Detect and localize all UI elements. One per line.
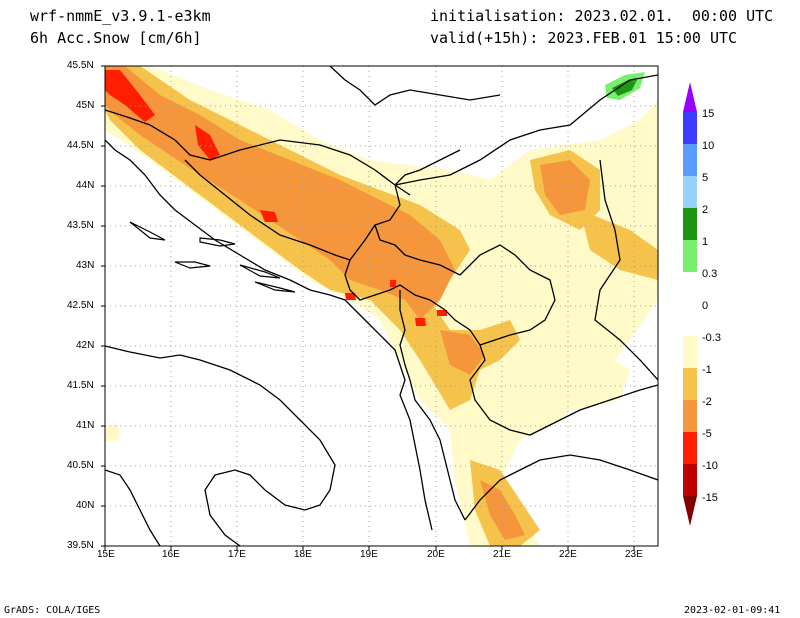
borders <box>105 66 658 546</box>
italy-heel <box>105 469 161 546</box>
lat-label: 39.5N <box>67 540 94 551</box>
legend-label: 10 <box>702 140 715 152</box>
serbia-north <box>394 74 658 186</box>
snow-area-orange-mk <box>440 330 485 375</box>
island-2 <box>174 261 211 269</box>
snow-area-red-3 <box>345 293 356 300</box>
colorbar-bin-5 <box>683 240 697 272</box>
credit-text: GrADS: COLA/IGES <box>4 605 101 616</box>
greece-border <box>464 454 658 521</box>
lat-label: 44.5N <box>67 140 94 151</box>
legend-label: -10 <box>702 460 718 472</box>
variable-title: 6h Acc.Snow [cm/6h] <box>30 29 202 47</box>
north-border <box>329 66 501 106</box>
island-4 <box>254 281 296 293</box>
lat-label: 43.5N <box>67 220 94 231</box>
colorbar-bin-11 <box>683 432 697 464</box>
lat-label: 42.5N <box>67 300 94 311</box>
colorbar-bin-6 <box>683 272 697 304</box>
kosovo-macedonia-border <box>429 299 658 436</box>
snow-area-orange-s <box>480 480 525 540</box>
island-3 <box>239 264 281 279</box>
montenegro-border <box>344 259 431 301</box>
lon-label: 15E <box>97 549 115 560</box>
model-title: wrf-nmmE_v3.9.1-e3km <box>30 7 211 25</box>
lat-label: 41.5N <box>67 380 94 391</box>
lon-label: 21E <box>493 549 511 560</box>
legend-label: -0.3 <box>702 332 721 344</box>
snow-area-red-5 <box>437 310 447 316</box>
italy-coast <box>105 345 336 546</box>
lat-label: 40N <box>76 500 95 511</box>
legend-label: 1 <box>702 236 709 248</box>
tick-marks <box>101 65 635 550</box>
serbia-bulgaria-border <box>594 159 658 381</box>
snow-area-red-2 <box>260 210 278 222</box>
legend-label: 2 <box>702 204 709 216</box>
adriatic-east-coast <box>105 139 433 531</box>
lon-label: 22E <box>559 549 577 560</box>
island-5 <box>129 221 166 241</box>
colorbar-bin-3 <box>683 176 697 208</box>
lon-label: 23E <box>625 549 643 560</box>
colorbar-top-arrow <box>683 82 697 112</box>
lat-label: 42N <box>76 340 95 351</box>
snow-area-red-4 <box>415 318 426 326</box>
snow-area-orange <box>105 66 455 320</box>
colorbar-bin-7 <box>683 304 697 336</box>
init-time: initialisation: 2023.02.01. 00:00 UTC <box>430 7 774 25</box>
lon-label: 16E <box>162 549 180 560</box>
legend-label: -2 <box>702 396 712 408</box>
valid-time: valid(+15h): 2023.FEB.01 15:00 UTC <box>430 29 738 47</box>
snow-area-red-nw <box>105 70 155 122</box>
albania-border <box>399 290 466 521</box>
bosnia-inner <box>394 149 461 186</box>
croatia-bosnia-border <box>105 109 411 196</box>
lon-label: 17E <box>228 549 246 560</box>
lat-label: 45N <box>76 100 95 111</box>
lat-label: 44N <box>76 180 95 191</box>
islands <box>129 221 296 293</box>
timestamp-text: 2023-02-01-09:41 <box>684 605 781 616</box>
lon-label: 20E <box>427 549 445 560</box>
snow-area-light-mk <box>520 340 630 410</box>
colorbar-bin-1 <box>683 112 697 144</box>
grid <box>105 66 658 546</box>
snow-area-yellow-e <box>580 210 658 280</box>
croatia-bosnia-border-south <box>184 159 376 261</box>
snow-area-orange-se <box>540 160 590 215</box>
lat-label: 40.5N <box>67 460 94 471</box>
legend-label: 0 <box>702 300 709 312</box>
legend-label: -5 <box>702 428 712 440</box>
colorbar-bin-10 <box>683 400 697 432</box>
snow-area-red-6 <box>390 280 396 287</box>
lat-label: 43N <box>76 260 95 271</box>
lon-label: 18E <box>294 549 312 560</box>
serbia-kosovo-border <box>459 244 556 346</box>
colorbar <box>683 82 697 526</box>
island-1 <box>199 237 236 247</box>
legend-label: -1 <box>702 364 712 376</box>
colorbar-bin-12 <box>683 464 697 496</box>
colorbar-bottom-arrow <box>683 496 697 526</box>
snow-area-light-w <box>105 425 120 442</box>
colorbar-bin-9 <box>683 368 697 400</box>
snow-area-red-1 <box>195 125 220 160</box>
colorbar-bin-8 <box>683 336 697 368</box>
snow-field <box>105 66 658 546</box>
colorbar-bin-4 <box>683 208 697 240</box>
snow-area-green-dark <box>612 80 637 96</box>
bosnia-serbia-border <box>374 184 461 276</box>
lat-label: 45.5N <box>67 60 94 71</box>
legend-label: 0.3 <box>702 268 718 280</box>
legend-label: 5 <box>702 172 709 184</box>
lon-label: 19E <box>360 549 378 560</box>
legend-label: -15 <box>702 492 718 504</box>
colorbar-bin-2 <box>683 144 697 176</box>
lat-label: 41N <box>76 420 95 431</box>
legend-label: 15 <box>702 108 715 120</box>
